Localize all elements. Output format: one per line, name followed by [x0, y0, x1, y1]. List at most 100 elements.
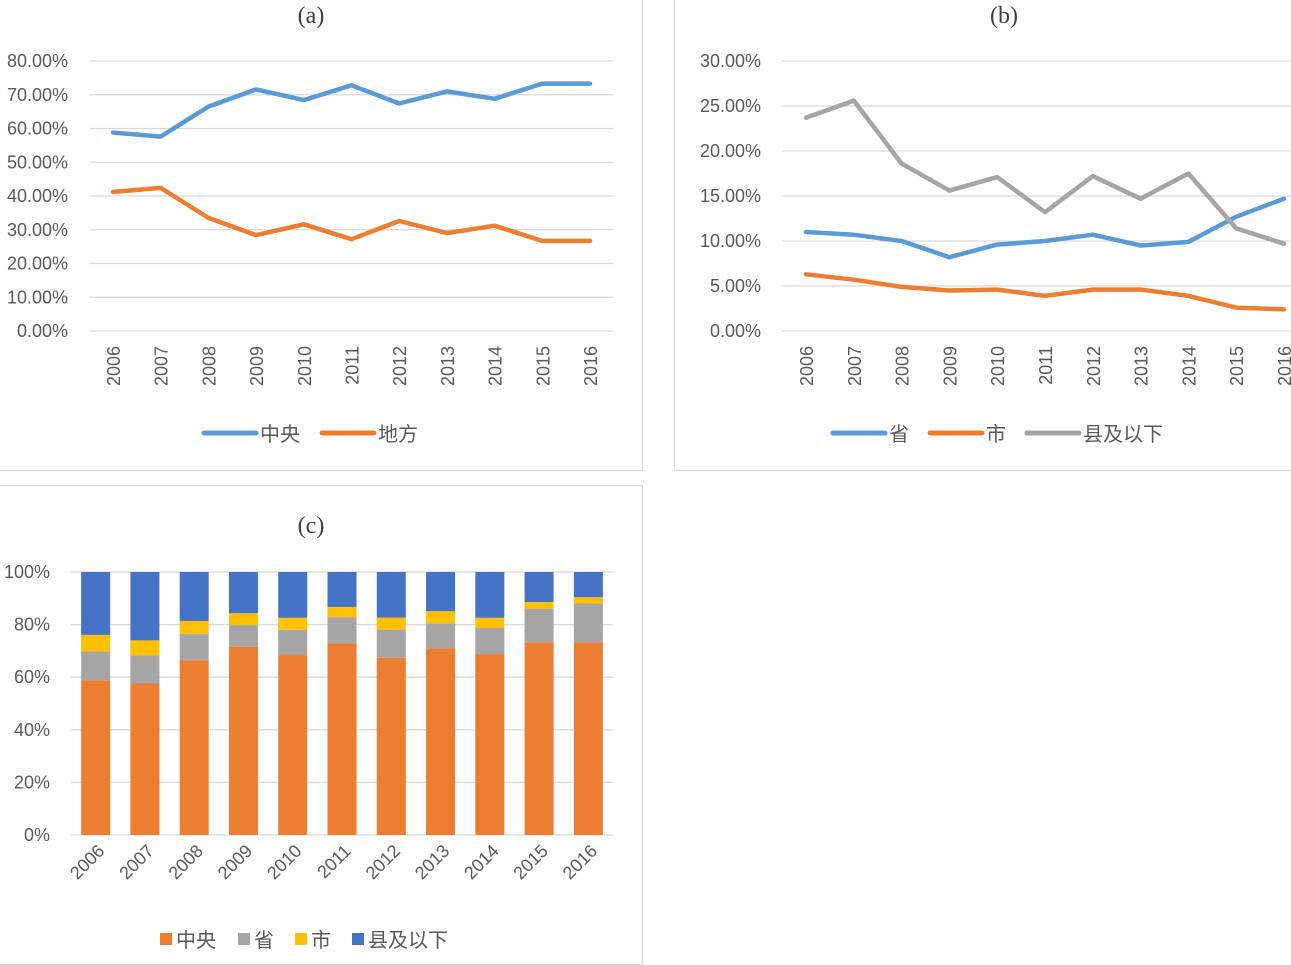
bar-segment-1	[278, 629, 308, 656]
bar-segment-1	[179, 633, 209, 661]
x-tick-label: 2016	[581, 346, 601, 386]
bar-segment-3	[278, 572, 308, 618]
y-tick-label: 30.00%	[7, 220, 68, 240]
bar-segment-2	[278, 617, 308, 630]
series-line-1	[803, 272, 1287, 312]
y-tick-label: 0.00%	[17, 321, 68, 341]
x-tick-label: 2010	[263, 841, 305, 883]
bar-segment-2	[573, 597, 603, 604]
bar-segment-2	[327, 606, 357, 618]
bar-segment-2	[228, 613, 258, 626]
legend-label: 中央	[260, 422, 300, 446]
y-tick-label: 40.00%	[7, 186, 68, 206]
x-tick-label: 2010	[988, 346, 1008, 386]
y-tick-label: 5.00%	[710, 276, 761, 296]
x-tick-label: 2007	[845, 346, 865, 386]
x-tick-label: 2008	[165, 841, 207, 883]
bar-segment-2	[475, 617, 505, 629]
y-tick-label: 20.00%	[700, 141, 761, 161]
series-line-2	[803, 98, 1287, 246]
chart-b: (b) 0.00% 5.00% 10.00% 15.00% 20.00% 25.00% 30…	[700, 3, 1291, 446]
x-tick-label: 2010	[295, 346, 315, 386]
bar-segment-0	[573, 642, 603, 835]
panel-b	[674, 0, 1291, 471]
chart-a: (a) 0.00% 10.00% 20.00% 30.00% 40.00% 50.00% 6…	[7, 3, 613, 446]
bar-segment-2	[81, 634, 111, 652]
bar-segment-1	[573, 603, 603, 643]
bar-segment-2	[130, 640, 160, 656]
bar-segment-1	[228, 625, 258, 647]
series-line-0	[110, 81, 593, 139]
x-tick-label: 2015	[509, 841, 551, 883]
y-tick-label: 40%	[14, 720, 50, 740]
x-tick-label: 2015	[533, 346, 553, 386]
bar-segment-2	[426, 611, 456, 624]
y-tick-label: 15.00%	[700, 186, 761, 206]
y-tick-label: 25.00%	[700, 96, 761, 116]
y-tick-label: 20%	[14, 772, 50, 792]
legend-label: 地方	[378, 422, 418, 446]
bar-segment-0	[524, 642, 554, 835]
bar-segment-3	[228, 572, 258, 614]
x-tick-label: 2012	[362, 841, 404, 883]
legend-label: 省	[889, 422, 909, 446]
bar-segment-0	[475, 654, 505, 835]
x-tick-label: 2012	[1084, 346, 1104, 386]
x-tick-label: 2013	[1132, 346, 1152, 386]
y-tick-label: 70.00%	[7, 85, 68, 105]
y-tick-label: 0.00%	[710, 321, 761, 341]
bar-segment-0	[376, 657, 406, 835]
bar-segment-3	[573, 572, 603, 598]
bar-segment-2	[179, 620, 209, 634]
x-tick-label: 2015	[1227, 346, 1247, 386]
y-tick-label: 100%	[4, 562, 50, 582]
x-tick-label: 2012	[390, 346, 410, 386]
y-tick-label: 0%	[24, 825, 50, 845]
series-line-1	[110, 185, 593, 244]
bar-segment-1	[376, 629, 406, 658]
x-tick-label: 2006	[66, 841, 108, 883]
legend-swatch	[160, 933, 172, 945]
legend-label: 市	[311, 928, 331, 951]
bar-segment-3	[376, 572, 406, 618]
legend-label: 市	[986, 422, 1006, 446]
x-tick-label: 2009	[247, 346, 267, 386]
series-line-0	[803, 196, 1287, 260]
chart-c: (c) 0%20%40%60%80%100%2006 2007 2008 2009 20…	[4, 513, 613, 951]
y-tick-label: 60.00%	[7, 119, 68, 139]
y-tick-label: 80.00%	[7, 51, 68, 71]
bar-segment-1	[327, 617, 357, 644]
x-tick-label: 2006	[104, 346, 124, 386]
y-tick-label: 60%	[14, 667, 50, 687]
bar-segment-3	[475, 572, 505, 618]
chart-b-title: (b)	[990, 3, 1018, 29]
panel-a	[0, 0, 643, 471]
x-tick-label: 2007	[115, 841, 157, 883]
legend-label: 县及以下	[368, 928, 448, 951]
x-tick-label: 2008	[199, 346, 219, 386]
chart-a-title: (a)	[298, 3, 325, 29]
bar-segment-0	[327, 643, 357, 835]
legend-label: 省	[254, 928, 274, 951]
bar-segment-0	[278, 655, 308, 835]
x-tick-label: 2016	[1275, 346, 1291, 386]
x-tick-label: 2006	[797, 346, 817, 386]
x-tick-label: 2009	[214, 841, 256, 883]
x-tick-label: 2011	[313, 841, 355, 883]
bar-segment-1	[475, 628, 505, 655]
y-tick-label: 80%	[14, 615, 50, 635]
bar-segment-3	[524, 572, 554, 602]
bar-segment-2	[524, 601, 554, 609]
x-tick-label: 2011	[343, 346, 363, 385]
bar-segment-3	[327, 572, 357, 607]
bar-segment-0	[426, 648, 456, 835]
legend-label: 县及以下	[1083, 422, 1163, 446]
chart-c-title: (c)	[298, 513, 325, 539]
legend-label: 中央	[176, 928, 216, 951]
bar-segment-3	[179, 572, 209, 621]
bar-segment-0	[130, 683, 160, 835]
bar-segment-1	[81, 651, 111, 681]
x-tick-label: 2013	[411, 841, 453, 883]
bar-segment-0	[179, 660, 209, 835]
x-tick-label: 2009	[940, 346, 960, 386]
